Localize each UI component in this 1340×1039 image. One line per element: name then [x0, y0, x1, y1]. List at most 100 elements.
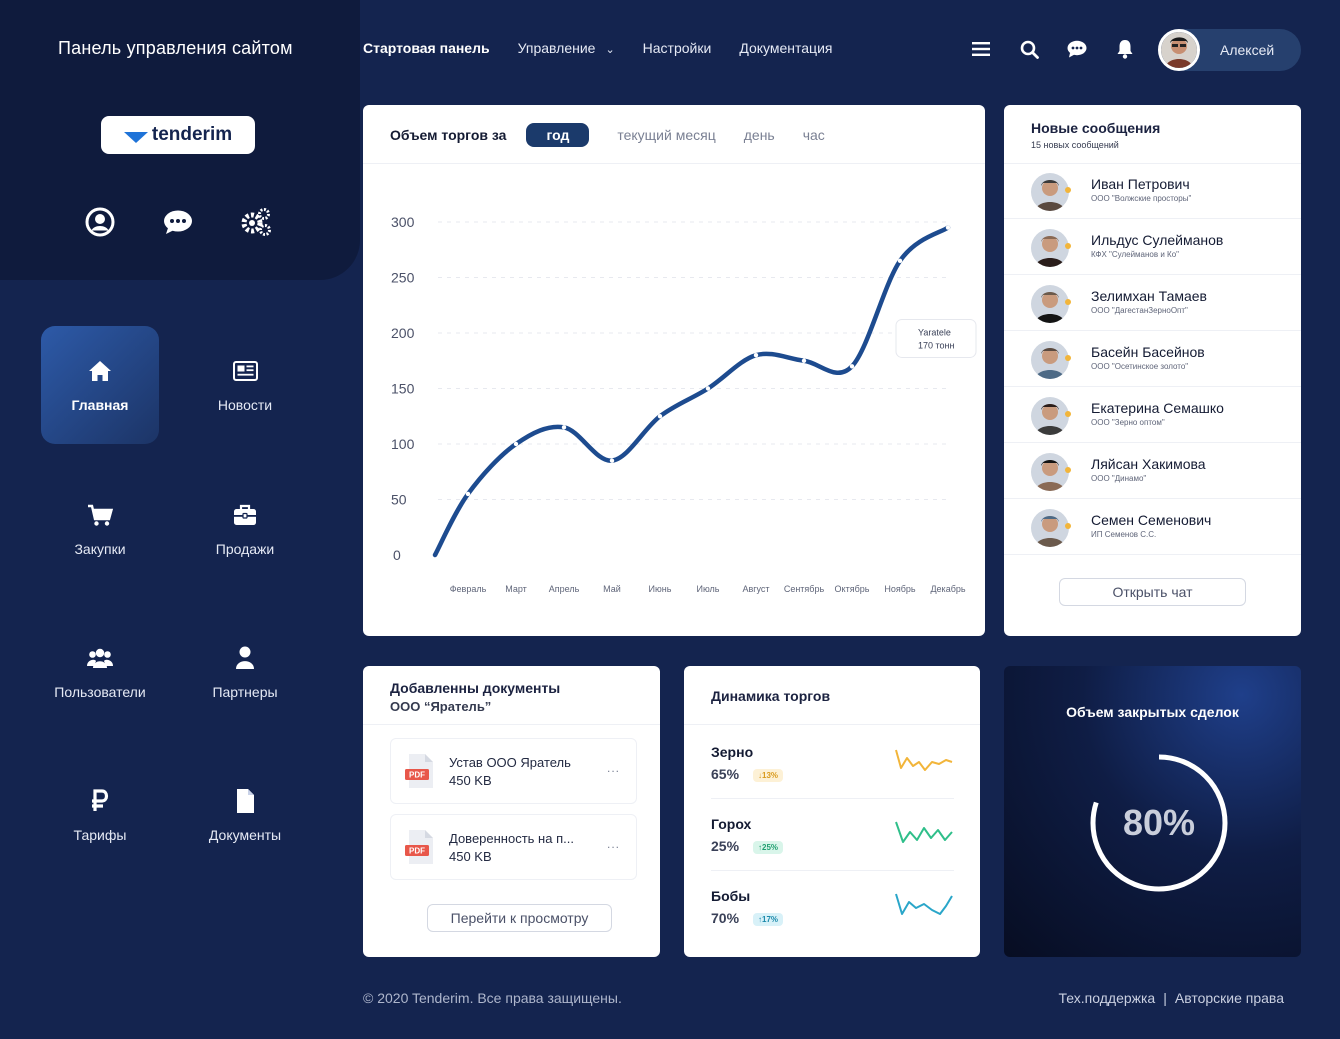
- sparkline: [895, 749, 953, 771]
- message-item[interactable]: Ильдус Сулейманов КФХ "Сулейманов и Ко": [1004, 219, 1301, 275]
- divider: [1004, 218, 1301, 219]
- search-icon[interactable]: [1016, 36, 1042, 62]
- sidebar-item-news[interactable]: Новости: [186, 326, 304, 444]
- sidebar-item-sales[interactable]: Продажи: [186, 470, 304, 588]
- sender-name: Екатерина Семашко: [1091, 400, 1224, 416]
- divider: [1004, 274, 1301, 275]
- view-documents-button[interactable]: Перейти к просмотру: [427, 904, 612, 932]
- data-point[interactable]: [945, 225, 951, 230]
- more-options-icon[interactable]: ...: [606, 761, 620, 775]
- data-point[interactable]: [753, 353, 759, 358]
- data-point[interactable]: [465, 491, 471, 497]
- x-tick-label: Июль: [697, 584, 720, 594]
- pdf-icon: PDF: [405, 754, 433, 788]
- message-item[interactable]: Екатерина Семашко ООО "Зерно оптом": [1004, 387, 1301, 443]
- footer-links: Тех.поддержка | Авторские права: [1059, 990, 1284, 1006]
- dynamics-item: Горох 25% ↑25%: [711, 810, 954, 871]
- x-tick-label: Март: [505, 584, 527, 594]
- x-tick-label: Февраль: [450, 584, 487, 594]
- pdf-label: PDF: [409, 847, 425, 856]
- commodity-share: 70%: [711, 910, 740, 926]
- sparkline: [895, 893, 953, 915]
- sidebar-item-users[interactable]: Пользователи: [41, 613, 159, 731]
- divider: [684, 724, 980, 725]
- documents-company: ООО “Яратель”: [390, 699, 492, 714]
- avatar: [1031, 229, 1069, 267]
- cart-icon: [88, 504, 114, 526]
- menu-icon[interactable]: [968, 36, 994, 62]
- commodity-share: 65%: [711, 766, 740, 782]
- sparkline: [895, 821, 953, 843]
- news-icon: [233, 361, 258, 381]
- data-point[interactable]: [705, 386, 711, 391]
- avatar: [1031, 397, 1069, 435]
- divider: [1004, 554, 1301, 555]
- avatar: [1158, 29, 1200, 71]
- tab-year[interactable]: год: [526, 123, 590, 147]
- avatar: [1031, 453, 1069, 491]
- sidebar-item-home[interactable]: Главная: [41, 326, 159, 444]
- online-status-dot: [1065, 299, 1071, 305]
- data-point[interactable]: [609, 458, 615, 463]
- sidebar-item-partners[interactable]: Партнеры: [186, 613, 304, 731]
- dynamics-item: Зерно 65% ↓13%: [711, 738, 954, 799]
- divider: [711, 870, 954, 871]
- tab-current-month[interactable]: текущий месяц: [617, 127, 716, 143]
- nav-documentation[interactable]: Документация: [739, 40, 833, 56]
- data-point[interactable]: [801, 358, 807, 363]
- open-chat-button[interactable]: Открыть чат: [1059, 578, 1246, 606]
- document-item[interactable]: PDF Доверенность на п... 450 KB ...: [390, 814, 637, 880]
- tooltip-value: 170 тонн: [918, 340, 955, 350]
- avatar: [1031, 285, 1069, 323]
- gears-icon[interactable]: [240, 206, 272, 238]
- messages-card: Новые сообщения 15 новых сообщений Иван …: [1004, 105, 1301, 636]
- sender-name: Семен Семенович: [1091, 512, 1212, 528]
- message-item[interactable]: Зелимхан Тамаев ООО "ДагестанЗерноОпт": [1004, 275, 1301, 331]
- divider: [1004, 498, 1301, 499]
- deals-percent: 80%: [1122, 802, 1196, 843]
- divider: [711, 798, 954, 799]
- y-tick-label: 0: [393, 547, 401, 563]
- support-link[interactable]: Тех.поддержка: [1058, 990, 1156, 1006]
- logo[interactable]: tenderim: [101, 116, 255, 154]
- sidebar-item-tariffs[interactable]: Тарифы: [41, 756, 159, 874]
- briefcase-icon: [234, 504, 256, 525]
- partner-icon: [236, 646, 254, 669]
- data-point[interactable]: [897, 258, 903, 264]
- document-size: 450 KB: [449, 773, 492, 788]
- nav-management[interactable]: Управление ⌄: [518, 40, 615, 56]
- user-icon[interactable]: [84, 206, 116, 238]
- tab-day[interactable]: день: [743, 127, 775, 143]
- document-name: Доверенность на п...: [449, 831, 574, 846]
- message-item[interactable]: Басейн Басейнов ООО "Осетинское золото": [1004, 331, 1301, 387]
- copyright-link[interactable]: Авторские права: [1174, 990, 1284, 1006]
- nav-settings[interactable]: Настройки: [642, 40, 712, 56]
- pdf-icon: PDF: [405, 830, 433, 864]
- tab-hour[interactable]: час: [802, 127, 825, 143]
- data-point[interactable]: [513, 441, 519, 447]
- user-menu[interactable]: Алексей: [1158, 29, 1301, 71]
- sender-name: Ляйсан Хакимова: [1091, 456, 1206, 472]
- message-item[interactable]: Иван Петрович ООО "Волжские просторы": [1004, 163, 1301, 219]
- more-options-icon[interactable]: ...: [606, 837, 620, 851]
- online-status-dot: [1065, 355, 1071, 361]
- message-item[interactable]: Семен Семенович ИП Семенов С.С.: [1004, 499, 1301, 555]
- chat-icon[interactable]: [162, 206, 194, 238]
- y-tick-label: 50: [391, 492, 407, 508]
- bell-icon[interactable]: [1112, 36, 1138, 62]
- data-point[interactable]: [657, 414, 663, 419]
- y-tick-label: 100: [391, 436, 415, 452]
- nav-start-panel[interactable]: Стартовая панель: [363, 40, 490, 56]
- pdf-label: PDF: [409, 771, 425, 780]
- chat-icon[interactable]: [1064, 36, 1090, 62]
- data-point[interactable]: [561, 425, 567, 430]
- sender-name: Зелимхан Тамаев: [1091, 288, 1207, 304]
- sidebar-item-documents[interactable]: Документы: [186, 756, 304, 874]
- sidebar-item-purchases[interactable]: Закупки: [41, 470, 159, 588]
- data-point[interactable]: [849, 364, 855, 369]
- series-line: [432, 225, 951, 558]
- sender-company: ООО "Зерно оптом": [1091, 418, 1165, 427]
- message-item[interactable]: Ляйсан Хакимова ООО "Динамо": [1004, 443, 1301, 499]
- document-size: 450 KB: [449, 849, 492, 864]
- document-item[interactable]: PDF Устав ООО Яратель 450 KB ...: [390, 738, 637, 804]
